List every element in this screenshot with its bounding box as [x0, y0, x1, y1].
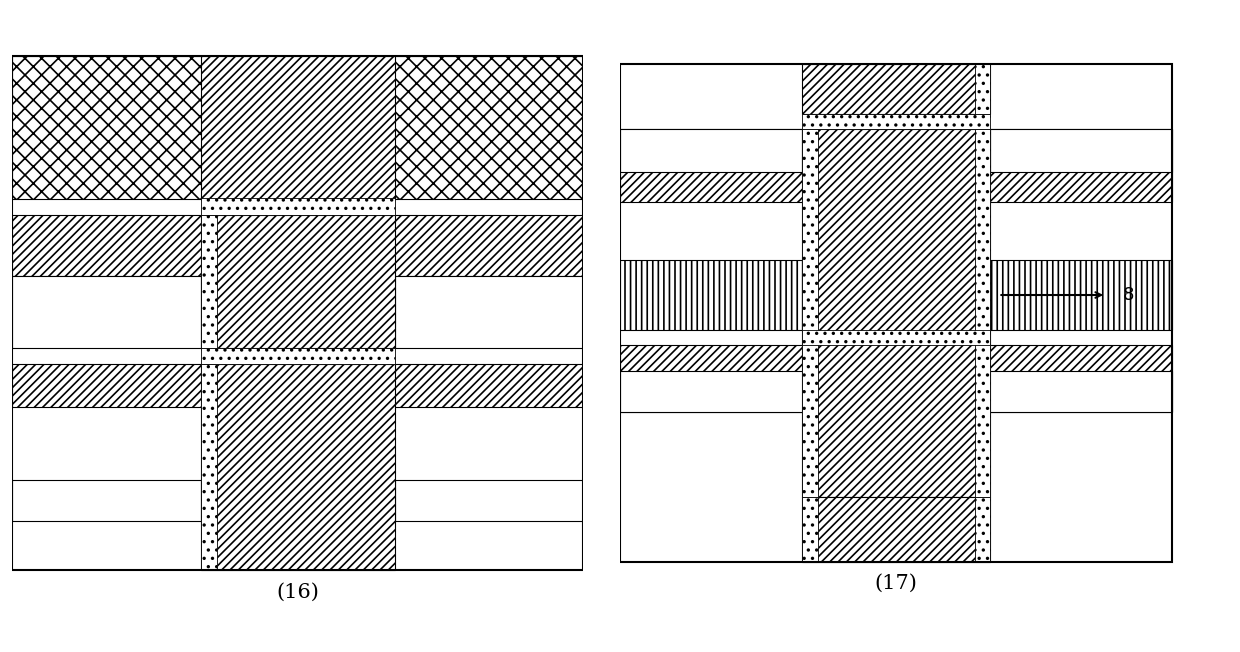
- Bar: [990, 371, 1172, 412]
- Bar: [802, 65, 990, 114]
- Bar: [990, 129, 1172, 172]
- Bar: [201, 56, 394, 199]
- Bar: [201, 364, 217, 570]
- Bar: [990, 261, 1172, 329]
- Bar: [802, 329, 990, 345]
- Bar: [201, 215, 394, 348]
- Bar: [620, 345, 1172, 412]
- Bar: [975, 129, 990, 497]
- Bar: [12, 56, 583, 199]
- Bar: [802, 113, 990, 129]
- Bar: [802, 129, 817, 497]
- Bar: [620, 261, 802, 329]
- Bar: [802, 129, 990, 497]
- Bar: [394, 276, 583, 348]
- Bar: [394, 480, 583, 521]
- Text: (17): (17): [874, 574, 918, 593]
- Bar: [201, 215, 217, 348]
- Bar: [201, 364, 394, 570]
- Bar: [975, 65, 990, 114]
- Text: 8: 8: [1122, 286, 1135, 304]
- Text: (16): (16): [277, 583, 319, 602]
- Bar: [620, 371, 802, 412]
- Bar: [620, 129, 1172, 203]
- Bar: [12, 276, 201, 348]
- Bar: [201, 348, 394, 364]
- Bar: [12, 215, 583, 276]
- Bar: [12, 364, 583, 407]
- Bar: [802, 497, 817, 561]
- Bar: [620, 129, 802, 172]
- Bar: [802, 497, 990, 561]
- Bar: [201, 198, 394, 215]
- Bar: [12, 480, 201, 521]
- Bar: [975, 497, 990, 561]
